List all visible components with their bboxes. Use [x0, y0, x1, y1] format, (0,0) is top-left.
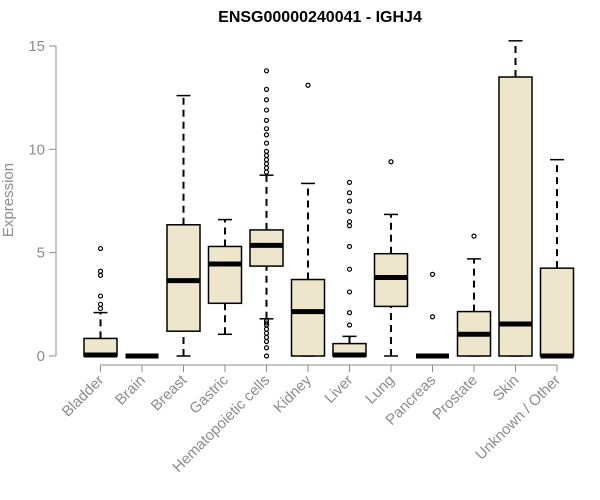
- outlier-point: [429, 314, 436, 320]
- y-tick-label: 5: [37, 245, 45, 262]
- outlier-point: [263, 68, 270, 74]
- box: [290, 278, 326, 357]
- chart-title: ENSG00000240041 - IGHJ4: [218, 9, 422, 26]
- box-liver: [332, 179, 367, 358]
- outlier-point: [346, 243, 353, 250]
- outlier-point: [263, 157, 270, 163]
- box-kidney: [290, 82, 326, 357]
- box-gastric: [207, 218, 243, 336]
- x-tick-label: Prostate: [429, 372, 481, 424]
- outlier-point: [429, 271, 436, 277]
- box-hematopoietic-cells: [249, 68, 284, 359]
- outlier-point: [346, 208, 353, 214]
- box-prostate: [456, 233, 492, 357]
- outlier-point: [346, 198, 353, 204]
- outlier-point: [263, 132, 270, 138]
- box: [207, 245, 243, 305]
- outlier-point: [97, 245, 104, 252]
- outlier-point: [263, 117, 270, 124]
- outlier-point: [346, 179, 353, 185]
- outlier-point: [97, 272, 104, 278]
- outlier-point: [263, 126, 270, 132]
- y-tick-label: 15: [28, 38, 45, 55]
- outlier-point: [263, 326, 270, 332]
- outlier-point: [346, 266, 353, 272]
- outlier-point: [263, 169, 270, 175]
- box: [373, 252, 409, 308]
- box: [166, 224, 201, 332]
- outlier-point: [346, 289, 353, 295]
- outlier-point: [263, 165, 270, 171]
- outlier-point: [263, 318, 270, 324]
- outlier-point: [263, 320, 270, 326]
- outlier-point: [263, 330, 270, 336]
- outlier-point: [263, 86, 270, 93]
- outlier-point: [263, 140, 270, 146]
- box: [249, 229, 284, 267]
- outlier-point: [263, 353, 270, 359]
- outlier-point: [346, 223, 353, 229]
- outlier-point: [263, 345, 270, 351]
- outlier-point: [97, 268, 104, 274]
- box-breast: [166, 94, 201, 357]
- outlier-point: [263, 97, 270, 103]
- outlier-point: [263, 152, 270, 159]
- y-tick-label: 0: [37, 348, 45, 365]
- y-tick-label: 10: [28, 141, 45, 158]
- outlier-point: [263, 148, 270, 154]
- outlier-point: [346, 322, 353, 328]
- box: [498, 76, 533, 357]
- outlier-point: [263, 161, 270, 167]
- outlier-point: [263, 338, 270, 345]
- x-tick-label: Lung: [362, 372, 398, 408]
- x-tick-label: Kidney: [270, 371, 315, 416]
- outlier-point: [263, 334, 270, 340]
- x-tick-label: Brain: [112, 372, 149, 409]
- outlier-point: [471, 233, 477, 239]
- plot-area: [83, 40, 575, 359]
- outlier-point: [97, 301, 104, 307]
- outlier-point: [388, 159, 394, 165]
- x-tick-label: Bladder: [59, 372, 108, 421]
- box-pancreas: [416, 271, 449, 359]
- y-axis: 0 5 10 15: [28, 38, 57, 365]
- y-axis-label: Expression: [0, 163, 17, 237]
- box-bladder: [83, 245, 118, 358]
- box-unknown-other: [539, 158, 575, 359]
- outlier-point: [346, 219, 353, 225]
- outlier-point: [97, 293, 104, 299]
- outlier-point: [305, 82, 311, 88]
- x-tick-label: Liver: [321, 372, 356, 407]
- outlier-point: [346, 190, 353, 196]
- box: [539, 267, 575, 357]
- outlier-point: [97, 305, 104, 312]
- outlier-point: [263, 107, 270, 113]
- x-tick-label: Breast: [148, 371, 191, 414]
- box-skin: [498, 40, 533, 357]
- box-lung: [373, 159, 409, 357]
- outlier-point: [346, 310, 353, 316]
- x-tick-label: Skin: [490, 372, 523, 405]
